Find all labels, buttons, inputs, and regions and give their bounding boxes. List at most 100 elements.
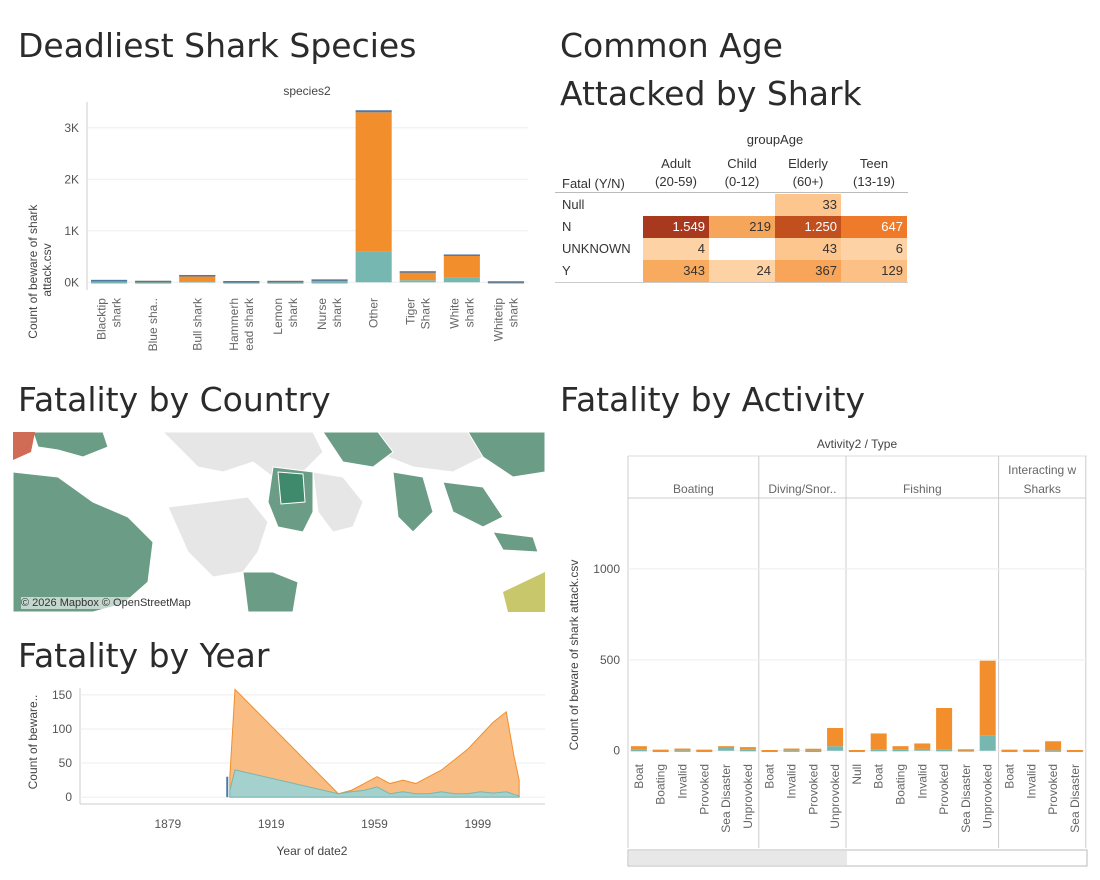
activity-type-label: Invalid (676, 764, 690, 799)
year-area-y[interactable] (229, 769, 520, 798)
activity-bar[interactable] (696, 749, 713, 752)
activity-bar[interactable] (630, 749, 647, 752)
map-attribution[interactable]: © 2026 Mapbox © OpenStreetMap (21, 597, 191, 609)
species-bar[interactable] (399, 271, 436, 273)
age-cell-y-elderly[interactable]: 367 (775, 260, 841, 282)
activity-bar[interactable] (630, 746, 647, 750)
age-col-adult-line1: Adult (661, 156, 691, 171)
year-title: Fatality by Year (18, 636, 270, 675)
species-bar[interactable] (487, 282, 524, 284)
age-row-y: Y 343 24 367 129 (555, 260, 910, 282)
year-area-chart[interactable]: Count of beware.. Year of date2 0 50 100 15… (0, 680, 550, 870)
activity-group-label: Fishing (903, 482, 942, 496)
activity-bar[interactable] (1001, 750, 1018, 753)
activity-bar-chart[interactable]: Avtivity2 / Type Count of beware of shar… (555, 430, 1100, 875)
age-cell-n-elderly[interactable]: 1.250 (775, 216, 841, 238)
activity-bar[interactable] (674, 748, 691, 751)
activity-bar[interactable] (805, 750, 822, 753)
land-gray (162, 432, 484, 578)
activity-bar[interactable] (674, 750, 691, 752)
age-col-teen-line1: Teen (859, 156, 889, 171)
species-bar[interactable] (267, 282, 304, 284)
activity-bar[interactable] (848, 750, 865, 752)
land-red (13, 432, 35, 460)
species-bar[interactable] (91, 282, 128, 284)
age-cell-y-child[interactable]: 24 (709, 260, 775, 282)
age-cell-n-child[interactable]: 219 (709, 216, 775, 238)
activity-bar[interactable] (739, 749, 756, 752)
species-bar[interactable] (355, 251, 392, 283)
age-heatmap-table[interactable]: groupAge Adult (20-59) Child (0-12) Elde… (555, 128, 910, 288)
activity-bar[interactable] (1023, 750, 1040, 753)
activity-bar[interactable] (783, 748, 800, 751)
activity-bar[interactable] (979, 660, 996, 736)
activity-bar[interactable] (652, 749, 669, 752)
activity-bar[interactable] (979, 735, 996, 751)
activity-bar[interactable] (1045, 741, 1062, 751)
age-cell-null-elderly[interactable]: 33 (775, 194, 841, 216)
species-bar[interactable] (487, 281, 524, 283)
activity-bar[interactable] (652, 750, 669, 753)
activity-bar[interactable] (718, 746, 735, 748)
land-yellow (503, 572, 545, 612)
activity-bar[interactable] (696, 750, 713, 753)
species-bar[interactable] (399, 280, 436, 283)
activity-bar[interactable] (827, 746, 844, 751)
species-bar[interactable] (399, 271, 436, 281)
species-bar[interactable] (311, 279, 348, 281)
activity-type-label: Sea Disaster (719, 764, 733, 833)
activity-bar[interactable] (957, 749, 974, 751)
activity-bar[interactable] (914, 748, 931, 751)
activity-bar[interactable] (936, 708, 953, 750)
country-map[interactable]: © 2026 Mapbox © OpenStreetMap (13, 432, 545, 612)
activity-bar[interactable] (805, 748, 822, 751)
activity-bar[interactable] (892, 746, 909, 750)
species-bar-chart[interactable]: species2 Count of beware of shark attack… (0, 80, 545, 365)
species-bar[interactable] (355, 112, 392, 252)
age-cell-n-adult[interactable]: 1.549 (643, 216, 709, 238)
activity-bar[interactable] (1001, 749, 1018, 752)
activity-bar[interactable] (718, 748, 735, 751)
activity-bar[interactable] (1045, 750, 1062, 752)
species-bar[interactable] (223, 282, 260, 284)
species-bar[interactable] (223, 281, 260, 283)
species-bar[interactable] (179, 274, 216, 277)
activity-bar[interactable] (739, 747, 756, 750)
species-category-label: Nurseshark (315, 297, 344, 330)
age-cell-y-adult[interactable]: 343 (643, 260, 709, 282)
activity-bar[interactable] (1023, 749, 1040, 752)
species-bar[interactable] (179, 275, 216, 281)
age-cell-y-teen[interactable]: 129 (841, 260, 907, 282)
activity-bar[interactable] (870, 733, 887, 750)
activity-bar[interactable] (870, 749, 887, 752)
activity-type-label: Provoked (937, 764, 951, 815)
species-bar[interactable] (135, 280, 172, 283)
activity-type-label: Invalid (785, 764, 799, 799)
species-bar[interactable] (311, 282, 348, 284)
activity-bar[interactable] (936, 749, 953, 752)
age-cell-unknown-teen[interactable]: 6 (841, 238, 907, 260)
age-cell-unknown-adult[interactable]: 4 (643, 238, 709, 260)
activity-scrollbar-thumb[interactable] (629, 851, 847, 865)
species-bar[interactable] (443, 277, 480, 283)
age-cell-unknown-elderly[interactable]: 43 (775, 238, 841, 260)
activity-bar[interactable] (892, 749, 909, 752)
activity-bar[interactable] (1066, 750, 1083, 752)
activity-type-label: Provoked (1046, 764, 1060, 815)
age-cell-n-teen[interactable]: 647 (841, 216, 907, 238)
species-category-label: Blacktipshark (95, 297, 124, 340)
species-bar[interactable] (135, 282, 172, 284)
species-bar[interactable] (267, 280, 304, 283)
activity-bar[interactable] (914, 743, 931, 749)
year-x-tick: 1879 (154, 817, 181, 831)
activity-bar[interactable] (761, 750, 778, 752)
species-bar[interactable] (443, 254, 480, 278)
species-bar[interactable] (355, 110, 392, 113)
age-row-label: UNKNOWN (562, 241, 631, 256)
activity-bar[interactable] (783, 750, 800, 752)
activity-bar[interactable] (827, 728, 844, 747)
species-bar[interactable] (443, 254, 480, 256)
species-bar[interactable] (91, 279, 128, 282)
activity-bar[interactable] (957, 750, 974, 752)
species-bar[interactable] (179, 280, 216, 283)
